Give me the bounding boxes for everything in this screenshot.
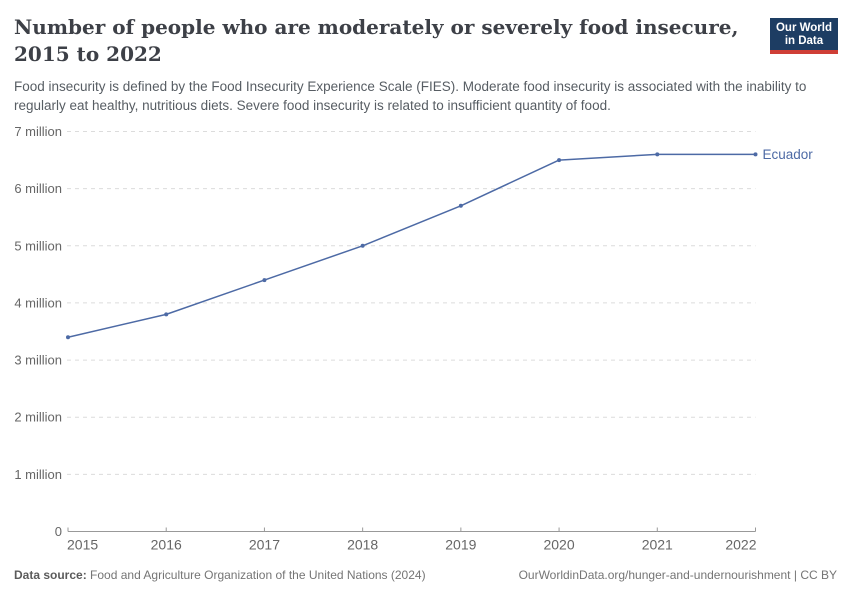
data-point-ecuador-2019[interactable] [458,203,463,208]
series-line-ecuador[interactable] [67,153,757,338]
owid-logo[interactable]: Our World in Data [769,18,838,54]
x-tick-label: 2021 [642,537,673,553]
y-tick-label: 7 million [14,124,62,139]
owid-logo-line2: in Data [784,34,824,47]
y-tick-label: 3 million [14,353,62,368]
data-point-ecuador-2022[interactable] [753,152,758,157]
data-point-ecuador-2017[interactable] [262,278,267,283]
x-tick-label: 2020 [543,537,574,553]
footer-license: CC BY [800,568,837,582]
x-tick-label: 2016 [151,537,182,553]
chart-title: Number of people who are moderately or s… [14,15,739,66]
x-tick-label: 2019 [445,537,476,553]
y-tick-label: 2 million [14,410,62,425]
owid-logo-line1: Our World [775,22,832,34]
data-point-ecuador-2015[interactable] [66,335,70,340]
data-source: Data source: Food and Agriculture Organi… [14,568,426,582]
data-source-label: Data source: [14,568,87,582]
y-tick-label: 6 million [14,181,62,196]
data-point-ecuador-2018[interactable] [360,243,365,248]
x-tick-label: 2015 [67,537,98,553]
x-tick-label: 2017 [249,537,280,553]
chart-footer: Data source: Food and Agriculture Organi… [14,568,837,582]
y-tick-label: 4 million [14,295,62,310]
y-tick-label: 5 million [14,238,62,253]
x-tick-label: 2018 [347,537,378,553]
data-point-ecuador-2021[interactable] [655,152,660,157]
footer-license-block: OurWorldinData.org/hunger-and-undernouri… [519,568,837,582]
footer-separator: | [793,568,797,582]
footer-url-link[interactable]: OurWorldinData.org/hunger-and-undernouri… [518,568,791,582]
y-tick-label: 1 million [14,467,62,482]
line-chart-canvas: 0 1 million 2 million 3 million 4 million 5 m… [14,124,814,553]
series-label-ecuador[interactable]: Ecuador [763,147,814,162]
x-tick-label: 2022 [725,537,756,553]
data-source-value: Food and Agriculture Organization of the… [90,568,426,582]
data-point-ecuador-2020[interactable] [557,158,562,163]
y-tick-label: 0 [55,524,62,539]
chart-subtitle: Food insecurity is defined by the Food I… [14,79,807,113]
data-point-ecuador-2016[interactable] [164,312,169,317]
